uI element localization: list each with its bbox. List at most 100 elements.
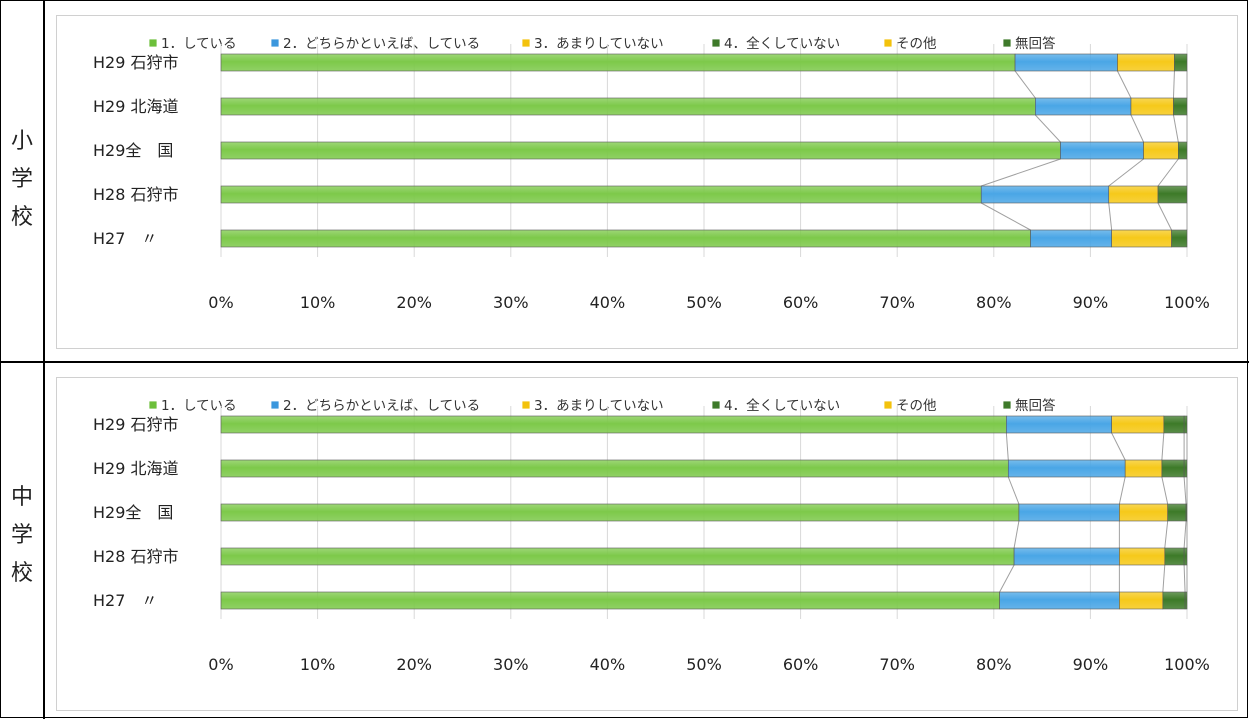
x-tick-label: 30% (493, 293, 529, 312)
x-tick-label: 100% (1164, 655, 1210, 674)
elementary-school-side-cell: 小 学 校 (1, 1, 45, 361)
legend-swatch (270, 38, 280, 48)
series-connector-line (1013, 520, 1020, 549)
side-label-char: 学 (10, 523, 33, 548)
bar-segment (1157, 185, 1188, 204)
bar-segment (1119, 503, 1168, 522)
x-tick-label: 40% (590, 655, 626, 674)
bar-segment (1014, 53, 1118, 72)
legend-label: 2．どちらかといえば、している (283, 36, 480, 52)
bar-segment (220, 229, 1031, 248)
legend-label: 4．全くしていない (724, 35, 840, 52)
bar-segment (220, 459, 1009, 478)
legend-item: 1．している (148, 398, 237, 414)
legend-swatch (521, 400, 531, 410)
legend-label: 3．あまりしていない (534, 36, 664, 52)
bar-segment (220, 547, 1015, 566)
series-connector-line (1172, 70, 1175, 99)
x-tick-label: 30% (493, 655, 529, 674)
side-label-char: 中 (10, 485, 33, 510)
legend-swatch (1002, 38, 1012, 48)
series-connector-line (981, 158, 1061, 187)
x-tick-label: 90% (1073, 655, 1109, 674)
legend-item: 1．している (148, 36, 237, 52)
series-connector-line (1183, 476, 1187, 505)
series-connector-line (1108, 202, 1113, 231)
category-label: H27 〃 (93, 591, 157, 610)
x-tick-label: 80% (976, 293, 1012, 312)
bar-segment (1007, 459, 1126, 478)
series-connector-line (1007, 476, 1020, 505)
series-connector-line (1005, 432, 1009, 461)
legend-label: 無回答 (1015, 397, 1056, 414)
bar-segment (1018, 503, 1120, 522)
legend-swatch (148, 38, 158, 48)
bar-segment (1030, 229, 1112, 248)
legend-swatch (711, 400, 721, 410)
bar-segment (999, 591, 1120, 610)
series-connector-line (1108, 158, 1144, 187)
x-tick-label: 50% (686, 655, 722, 674)
bar-segment (1130, 97, 1174, 116)
elementary-school-chart: 1．している 2．どちらかといえば、している 3．あまりしていない 4．全くしていない… (56, 15, 1238, 349)
bar-segment (1185, 503, 1188, 522)
legend-item: その他 (883, 36, 937, 52)
elementary-school-chart-svg: 1．している 2．どちらかといえば、している 3．あまりしていない 4．全くしていない… (93, 35, 1210, 312)
series-connector-line (1130, 114, 1144, 143)
legend-swatch (711, 38, 721, 48)
legend-item: 2．どちらかといえば、している (270, 36, 480, 52)
bar-segment (1163, 415, 1185, 434)
bar-segment (220, 97, 1036, 116)
legend-item: 3．あまりしていない (521, 36, 664, 52)
x-tick-label: 70% (879, 655, 915, 674)
bar-segment (1119, 591, 1164, 610)
bar-segment (220, 415, 1007, 434)
legend-label: 無回答 (1015, 35, 1056, 52)
x-tick-label: 50% (686, 293, 722, 312)
legend-item: その他 (883, 398, 937, 414)
legend-label: 4．全くしていない (724, 397, 840, 414)
legend-label: 3．あまりしていない (534, 398, 664, 414)
bar-segment (1173, 97, 1188, 116)
x-tick-label: 20% (396, 293, 432, 312)
elementary-school-label: 小 学 校 (1, 123, 43, 237)
side-label-char: 校 (10, 561, 33, 586)
junior-high-school-chart: 1．している 2．どちらかといえば、している 3．あまりしていない 4．全くしていない… (56, 377, 1238, 711)
series-connector-line (981, 202, 1031, 231)
category-label: H29全 国 (93, 503, 173, 522)
bar-segment (1060, 141, 1144, 160)
series-connector-line (1183, 520, 1187, 549)
bar-segment (220, 141, 1061, 160)
legend-swatch (270, 400, 280, 410)
x-tick-label: 80% (976, 655, 1012, 674)
x-tick-label: 60% (783, 293, 819, 312)
bar-segment (1111, 229, 1172, 248)
side-label-char: 校 (10, 205, 33, 230)
legend-item: 無回答 (1002, 397, 1056, 414)
bar-segment (980, 185, 1110, 204)
bar-segment (1171, 229, 1188, 248)
bar-segment (1183, 415, 1188, 434)
legend-swatch (148, 400, 158, 410)
series-connector-line (1161, 432, 1165, 461)
bar-segment (1119, 547, 1166, 566)
x-tick-label: 60% (783, 655, 819, 674)
bar-segment (220, 503, 1020, 522)
legend-item: 4．全くしていない (711, 397, 840, 414)
x-tick-label: 100% (1164, 293, 1210, 312)
series-connector-line (999, 564, 1015, 593)
bar-segment (1124, 459, 1163, 478)
side-label-char: 小 (10, 129, 33, 154)
bar-segment (1108, 185, 1159, 204)
legend-label: 1．している (161, 36, 237, 52)
legend-label: 1．している (161, 398, 237, 414)
x-tick-label: 10% (300, 293, 336, 312)
bar-segment (1111, 415, 1165, 434)
category-label: H29全 国 (93, 141, 173, 160)
legend-swatch (1002, 400, 1012, 410)
legend-swatch (521, 38, 531, 48)
series-connector-line (1111, 432, 1126, 461)
x-tick-label: 0% (208, 293, 233, 312)
series-connector-line (1034, 114, 1061, 143)
